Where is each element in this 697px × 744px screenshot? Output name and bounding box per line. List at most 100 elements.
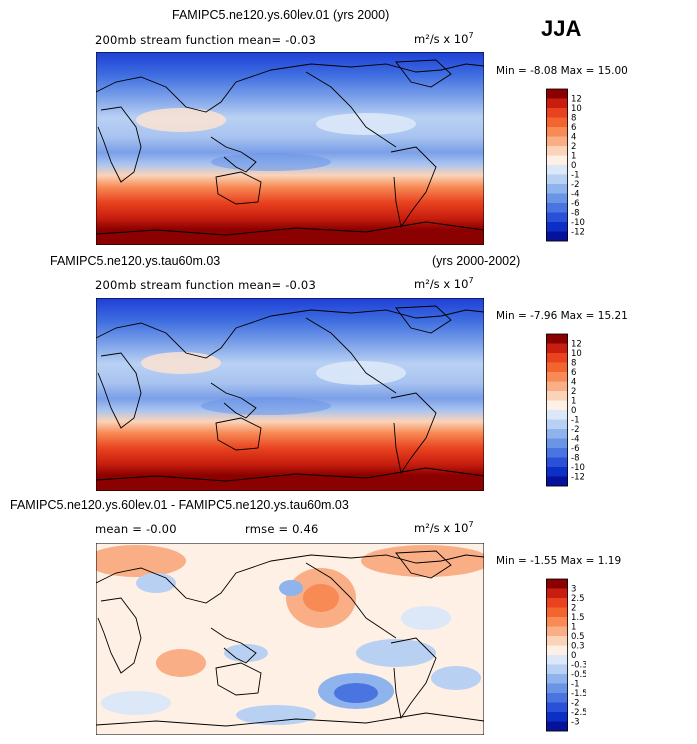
- panel1-colorbar-frame: [546, 88, 568, 242]
- panel3-blob-2: [361, 545, 484, 577]
- panel2-colorbar-swatch: [546, 438, 568, 449]
- panel1-colorbar-label: -8: [571, 209, 579, 219]
- panel2-colorbar-frame: [546, 333, 568, 487]
- panel2-feature-pacific-high: [141, 352, 221, 374]
- panel3-map: [96, 543, 484, 735]
- panel3-coast-eurasia: [96, 554, 484, 604]
- panel1-coast-australia: [215, 171, 262, 205]
- panel2-colorbar-swatch: [546, 343, 568, 354]
- panel3-blob-11: [334, 683, 378, 703]
- panel2-colorbar-label: 10: [571, 349, 582, 359]
- panel3-colorbar-swatch: [546, 645, 568, 656]
- panel2-units-text: m²/s x 10: [414, 276, 469, 291]
- panel3-title: FAMIPC5.ne120.ys.60lev.01 - FAMIPC5.ne12…: [10, 498, 349, 512]
- panel1-colorbar-label: 4: [571, 133, 576, 143]
- panel1-colorbar-label: -6: [571, 199, 579, 209]
- panel2-colorbar-swatch: [546, 362, 568, 373]
- panel2-coast-asia-se: [210, 382, 257, 419]
- panel3-colorbar-label: 0.3: [571, 642, 585, 652]
- panel2-colorbar-label: 0: [571, 406, 576, 416]
- panel3-field: [96, 545, 484, 725]
- panel3-colorbar-swatch: [546, 598, 568, 608]
- panel2-colorbar-swatch: [546, 381, 568, 392]
- panel1-colorbar-swatch: [546, 222, 568, 232]
- panel3-colorbar-label: 3: [571, 585, 576, 595]
- panel3-units-exp: 7: [468, 520, 474, 529]
- panel3-colorbar-swatch: [546, 664, 568, 675]
- panel1-subtitle: 200mb stream function mean= -0.03: [95, 33, 316, 47]
- panel1-colorbar-label: 12: [571, 95, 582, 105]
- panel2-colorbar-label: 1: [571, 397, 576, 407]
- panel1-colorbar-label: 2: [571, 142, 576, 152]
- panel2-colorbar-label: -8: [571, 454, 579, 464]
- panel3-coast-asia-se: [210, 627, 257, 664]
- panel1-colorbar-swatch: [546, 127, 568, 137]
- panel1-units-text: m²/s x 10: [414, 31, 469, 46]
- panel3-blob-4: [303, 584, 339, 612]
- panel2-colorbar-swatch: [546, 334, 568, 344]
- panel1-colorbar-swatch: [546, 117, 568, 128]
- panel3-colorbar-swatch: [546, 712, 568, 722]
- panel2-map: [96, 298, 484, 491]
- panel3-colorbar-label: -1.5: [571, 689, 586, 699]
- panel3-blob-1: [96, 545, 186, 577]
- panel2-colorbar-swatch: [546, 410, 568, 420]
- panel2-colorbar-label: -1: [571, 416, 579, 426]
- panel2-coast-africa: [97, 352, 142, 429]
- panel1-feature-atlantic: [316, 113, 416, 135]
- panel3-blob-5: [156, 649, 206, 677]
- panel1-coast-greenland: [395, 59, 452, 88]
- panel1-coast-namerica: [305, 71, 397, 148]
- panel3-colorbar-label: -0.3: [571, 661, 586, 671]
- panel1-colorbar-label: -12: [571, 228, 585, 238]
- panel2-colorbar-swatch: [546, 448, 568, 458]
- panel2-colorbar-label: -4: [571, 435, 579, 445]
- panel1-title: FAMIPC5.ne120.ys.60lev.01 (yrs 2000): [172, 8, 390, 22]
- panel3-colorbar-label: -0.5: [571, 670, 586, 680]
- panel1-colorbar-label: 8: [571, 114, 576, 124]
- panel1-colorbar-label: 0: [571, 161, 576, 171]
- panel3-blob-7: [279, 580, 303, 596]
- panel1-colorbar-label: -2: [571, 180, 579, 190]
- panel1-colorbar-swatch: [546, 231, 568, 242]
- panel3-units-text: m²/s x 10: [414, 520, 469, 535]
- panel1-colorbar-label: -4: [571, 190, 579, 200]
- panel3-coast-greenland: [395, 550, 452, 579]
- panel1-colorbar-label: 10: [571, 104, 582, 114]
- panel2-colorbar-label: 8: [571, 359, 576, 369]
- panel2-coast-greenland: [395, 305, 452, 334]
- panel2-colorbar-label: 6: [571, 368, 576, 378]
- panel2-colorbar-label: -12: [571, 473, 585, 483]
- panel3-colorbar-swatch: [546, 626, 568, 637]
- panel3-colorbar-label: 0: [571, 651, 576, 661]
- panel1-colorbar-swatch: [546, 193, 568, 204]
- panel1-colorbar-swatch: [546, 89, 568, 99]
- panel3-units: m²/s x 107: [414, 520, 474, 535]
- panel2-coast-antarctica: [96, 467, 484, 482]
- panel2-title: FAMIPC5.ne120.ys.tau60m.03: [50, 254, 221, 268]
- panel1-feature-pacific-high: [136, 108, 226, 132]
- panel1-colorbar-swatch: [546, 212, 568, 223]
- panel1-field: [96, 52, 484, 245]
- panel1-colorbar-swatch: [546, 203, 568, 213]
- panel3-colorbar-label: -3: [571, 718, 579, 728]
- panel3-colorbar-swatch: [546, 588, 568, 599]
- panel3-colorbar: 32.521.510.50.30-0.3-0.5-1-1.5-2-2.5-3: [546, 578, 586, 732]
- panel2-coastlines: [96, 305, 484, 482]
- panel2-colorbar-label: 12: [571, 340, 582, 350]
- panel2-units: m²/s x 107: [414, 276, 474, 291]
- panel3-colorbar-swatch: [546, 655, 568, 665]
- panel1-colorbar-label: -1: [571, 171, 579, 181]
- panel1-coast-eurasia: [96, 63, 484, 113]
- panel1-units: m²/s x 107: [414, 31, 474, 46]
- panel2-colorbar-label: 2: [571, 387, 576, 397]
- panel3-blob-9: [356, 639, 436, 667]
- panel3-coast-samerica: [390, 637, 437, 720]
- panel2-colorbar-swatch: [546, 372, 568, 382]
- season-label: JJA: [541, 16, 582, 41]
- panel1-colorbar-swatch: [546, 98, 568, 109]
- panel3-colorbar-label: 2.5: [571, 594, 585, 604]
- panel3-minmax: Min = -1.55 Max = 1.19: [496, 555, 622, 567]
- panel1-feature-indian: [211, 153, 331, 171]
- panel3-coast-antarctica: [96, 712, 484, 727]
